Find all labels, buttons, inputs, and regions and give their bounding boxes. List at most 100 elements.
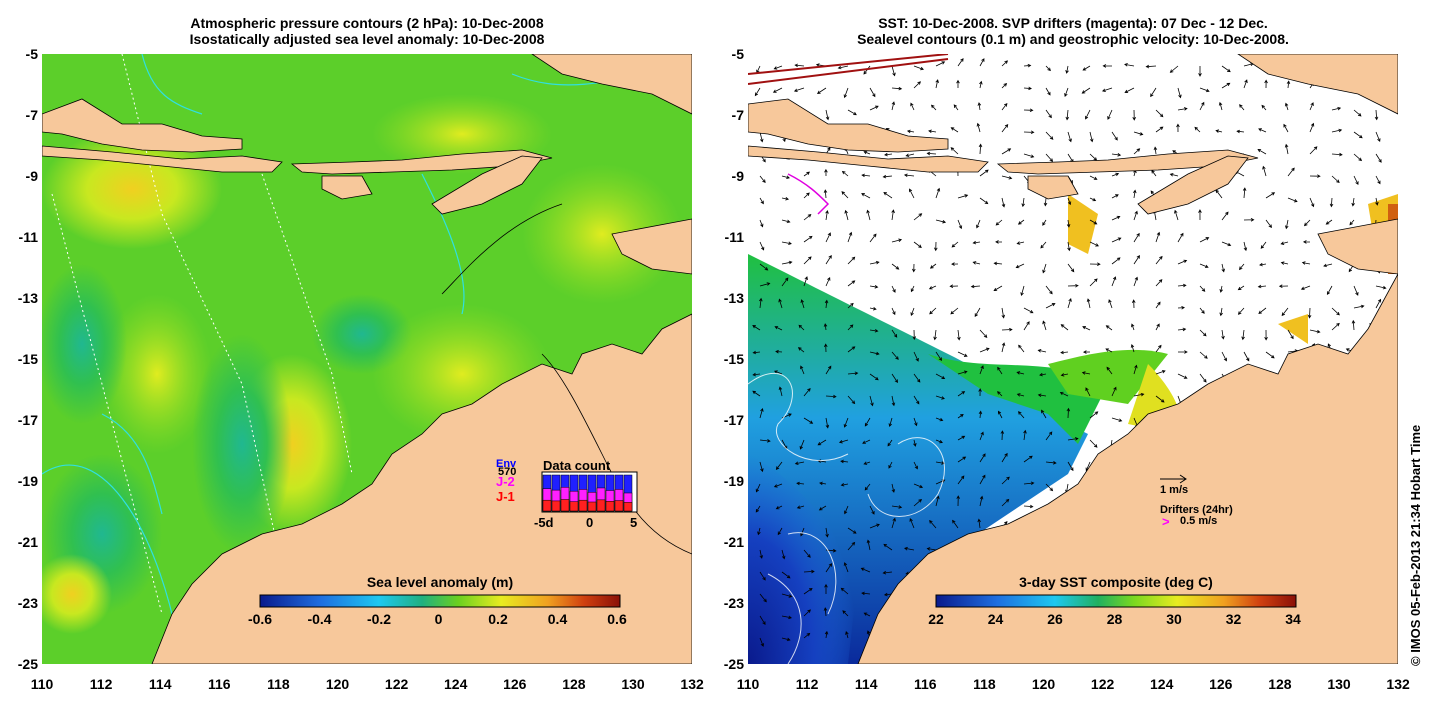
velocity-arrow: [841, 170, 849, 177]
velocity-arrow: [1265, 351, 1275, 359]
velocity-arrow: [1309, 329, 1321, 334]
velocity-arrow: [882, 174, 893, 179]
velocity-arrow: [950, 147, 959, 155]
velocity-arrow: [913, 439, 917, 447]
velocity-arrow: [1133, 148, 1141, 155]
sea-level-colorbar-tick-6: 0.6: [607, 611, 627, 627]
velocity-arrow: [1221, 241, 1232, 247]
velocity-arrow: [935, 79, 939, 89]
velocity-arrow: [951, 241, 959, 248]
velocity-arrow: [979, 169, 989, 177]
velocity-arrow: [979, 80, 983, 89]
velocity-arrow: [837, 65, 849, 70]
velocity-arrow: [1309, 102, 1314, 111]
velocity-arrow: [929, 263, 937, 269]
velocity-arrow: [1089, 411, 1099, 419]
velocity-arrow: [803, 417, 814, 424]
velocity-arrow: [913, 483, 924, 489]
velocity-arrow: [1067, 241, 1071, 252]
velocity-arrow: [1089, 197, 1097, 202]
velocity-arrow: [1177, 259, 1188, 265]
velocity-arrow: [1017, 219, 1025, 225]
velocity-arrow: [823, 343, 828, 353]
velocity-arrow: [1023, 481, 1035, 486]
velocity-arrow: [995, 240, 1003, 244]
velocity-arrow: [1067, 297, 1072, 309]
velocity-arrow: [979, 347, 990, 353]
velocity-arrow: [1081, 371, 1091, 375]
left-title-line2: Isostatically adjusted sea level anomaly…: [189, 31, 545, 47]
velocity-arrow: [759, 461, 764, 473]
velocity-arrow: [1066, 219, 1071, 228]
velocity-arrow: [803, 569, 815, 574]
velocity-arrow: [825, 232, 831, 243]
velocity-arrow: [1375, 298, 1382, 309]
velocity-arrow: [913, 351, 919, 362]
velocity-arrow: [1111, 131, 1118, 141]
velocity-arrow: [935, 61, 946, 67]
velocity-arrow: [913, 395, 920, 405]
velocity-arrow: [1353, 175, 1359, 186]
velocity-arrow: [1177, 107, 1188, 111]
velocity-arrow: [1286, 80, 1291, 89]
velocity-arrow: [951, 262, 959, 266]
velocity-arrow: [891, 101, 896, 111]
velocity-arrow: [956, 495, 960, 507]
velocity-arrow: [759, 439, 771, 443]
velocity-arrow: [1124, 63, 1135, 67]
velocity-arrow: [803, 609, 811, 617]
velocity-arrow: [1021, 197, 1025, 208]
velocity-arrow: [1177, 305, 1185, 310]
velocity-arrow: [755, 505, 761, 513]
velocity-arrow: [957, 329, 961, 341]
velocity-arrow: [1015, 263, 1025, 269]
velocity-arrow: [781, 593, 793, 598]
velocity-arrow: [1221, 211, 1229, 221]
velocity-arrow: [1045, 65, 1051, 72]
velocity-arrow: [1219, 307, 1223, 317]
left-y-tick-8: -21: [17, 534, 38, 550]
left-y-tick-4: -13: [17, 290, 38, 306]
left-y-tick-1: -7: [25, 107, 38, 123]
velocity-arrow: [847, 541, 856, 551]
velocity-arrow: [1155, 301, 1161, 309]
velocity-arrow: [1064, 87, 1069, 97]
velocity-arrow: [803, 235, 813, 243]
velocity-arrow: [1001, 103, 1008, 111]
velocity-arrow: [838, 439, 849, 444]
left-x-tick-8: 126: [503, 676, 527, 692]
velocity-arrow: [1001, 498, 1010, 507]
velocity-arrow: [910, 285, 915, 293]
velocity-arrow: [995, 219, 1003, 226]
velocity-arrow: [1001, 197, 1006, 208]
velocity-arrow: [817, 439, 827, 446]
velocity-arrow: [1023, 130, 1035, 135]
velocity-arrow: [1199, 329, 1207, 337]
velocity-arrow: [1258, 128, 1267, 133]
velocity-arrow: [803, 276, 808, 287]
velocity-arrow: [1065, 109, 1070, 121]
right-x-tick-8: 126: [1209, 676, 1233, 692]
velocity-arrow: [759, 297, 763, 309]
velocity-arrow: [935, 395, 945, 400]
velocity-arrow: [1221, 351, 1227, 362]
sst-colorbar-tick-4: 30: [1166, 611, 1182, 627]
sst-colorbar: [935, 594, 1297, 608]
velocity-arrow: [1107, 109, 1113, 120]
velocity-arrow: [1060, 373, 1069, 377]
velocity-arrow: [891, 86, 903, 91]
velocity-arrow: [777, 527, 783, 536]
velocity-arrow: [1177, 87, 1182, 99]
right-y-tick-3: -11: [724, 229, 744, 245]
velocity-arrow: [1085, 387, 1091, 397]
velocity-arrow: [1178, 350, 1188, 354]
velocity-arrow: [979, 474, 986, 485]
velocity-arrow: [1199, 263, 1209, 268]
right-x-tick-6: 122: [1090, 676, 1115, 692]
velocity-arrow: [1089, 278, 1098, 287]
velocity-arrow: [1219, 285, 1223, 293]
velocity-arrow: [1374, 109, 1379, 121]
velocity-arrow: [1023, 504, 1034, 509]
velocity-arrow: [1174, 209, 1179, 221]
velocity-arrow: [794, 63, 805, 68]
